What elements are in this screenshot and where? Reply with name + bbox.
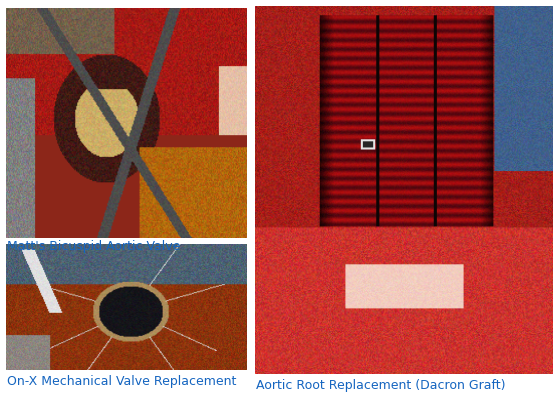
Text: Aortic Root Replacement (Dacron Graft): Aortic Root Replacement (Dacron Graft) (256, 379, 506, 392)
Text: On-X Mechanical Valve Replacement: On-X Mechanical Valve Replacement (7, 375, 236, 388)
Text: Matt's Bicuspid Aortic Valve: Matt's Bicuspid Aortic Valve (7, 240, 180, 253)
